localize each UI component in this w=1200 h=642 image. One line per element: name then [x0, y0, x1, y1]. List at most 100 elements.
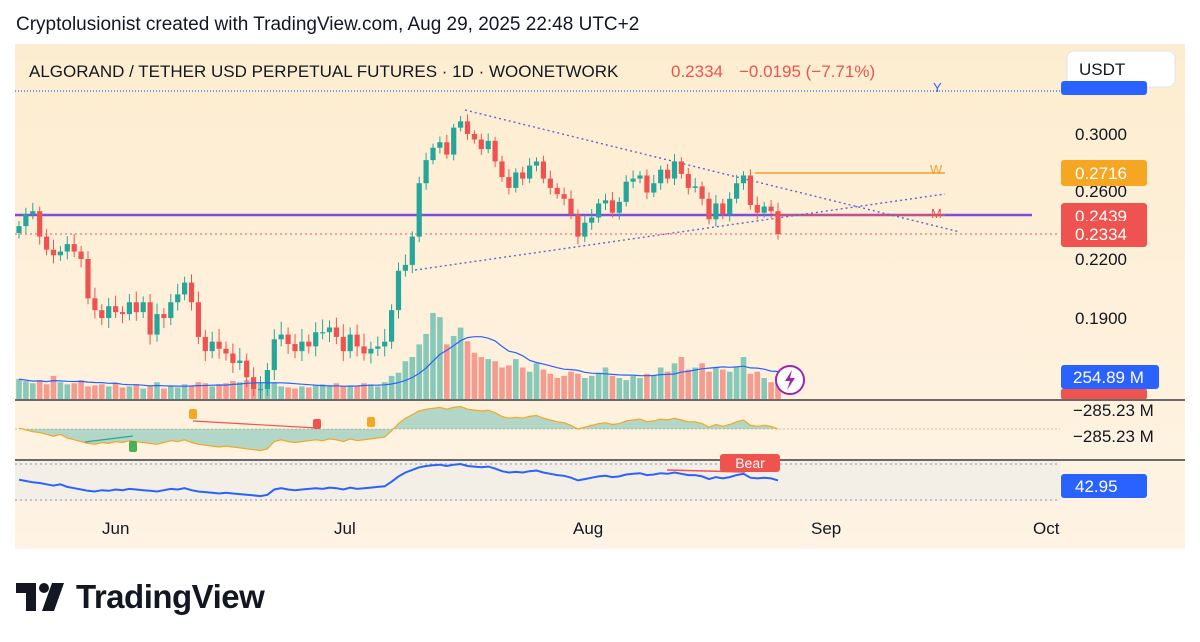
currency-label: USDT	[1079, 60, 1125, 79]
volume-bar	[630, 375, 636, 399]
rsi-badge	[1061, 474, 1147, 498]
volume-bar	[243, 380, 250, 399]
candle-body	[202, 336, 208, 352]
candle-body	[658, 169, 664, 184]
candle-body	[223, 348, 229, 354]
candle-body	[444, 142, 450, 155]
volume-bar	[230, 381, 236, 399]
candle-body	[540, 161, 546, 179]
candle-body	[23, 214, 29, 227]
candle-body	[609, 200, 615, 213]
price-chart[interactable]: ALGORAND / TETHER USD PERPETUAL FUTURES …	[15, 44, 1185, 549]
candle-body	[644, 175, 650, 193]
rsi-pane: Bear	[18, 454, 780, 498]
volume-badge-secondary	[1061, 389, 1147, 399]
volume-bar	[23, 381, 29, 399]
candle-body	[154, 314, 160, 335]
rsi-pane-background	[15, 461, 1060, 501]
yearly-price-badge	[1061, 81, 1147, 95]
volume-bar	[471, 352, 478, 399]
volume-bar	[16, 379, 22, 399]
triangle-lower-trendline	[414, 193, 946, 271]
volume-bar	[478, 357, 485, 399]
candle-body	[395, 270, 402, 311]
candle-body	[320, 332, 326, 334]
volume-bar	[71, 383, 77, 399]
candle-body	[623, 181, 629, 202]
volume-bar	[119, 387, 126, 399]
volume-bar	[92, 385, 98, 399]
volume-bar	[671, 363, 678, 399]
divergence-marker	[189, 409, 197, 419]
volume-bar	[492, 361, 498, 399]
monthly-level-marker: M	[931, 206, 942, 221]
volume-bar	[720, 369, 726, 399]
candle-body	[216, 341, 222, 349]
oscillator-area	[19, 406, 778, 451]
volume-bar	[423, 333, 429, 399]
bear-label-background	[720, 454, 780, 472]
candle-body	[195, 302, 201, 337]
candle-body	[16, 226, 22, 233]
volume-bar	[209, 386, 215, 399]
candle-body	[575, 214, 581, 237]
candle-body	[44, 236, 50, 250]
candle-body	[119, 312, 126, 315]
legend-change: −0.0195 (−7.71%)	[739, 62, 875, 81]
candles	[16, 114, 781, 399]
candle-body	[92, 298, 98, 311]
candle-body	[209, 341, 215, 352]
candle-body	[188, 282, 195, 303]
volume-bar	[195, 382, 202, 399]
candle-body	[768, 206, 774, 212]
candle-body	[651, 183, 657, 193]
volume-bar	[216, 384, 222, 399]
lightning-icon[interactable]	[775, 365, 805, 395]
bear-label: Bear	[735, 455, 765, 471]
legend-price: 0.2334	[671, 62, 723, 81]
volume-bar	[140, 388, 146, 399]
volume-bar	[78, 380, 84, 399]
volume-bar	[347, 385, 353, 399]
candle-body	[602, 200, 609, 204]
volume-bar	[761, 378, 767, 399]
volume-bar	[519, 367, 526, 399]
candle-body	[451, 127, 457, 155]
volume-bar	[657, 367, 664, 399]
candle-body	[340, 336, 346, 352]
volume-bar	[57, 382, 64, 399]
candle-body	[264, 370, 270, 389]
volume-bar	[575, 373, 581, 399]
candle-body	[409, 236, 415, 265]
volume-bar	[644, 373, 650, 399]
volume-bar	[609, 375, 616, 399]
volume-bar	[499, 367, 505, 399]
candle-body	[64, 244, 70, 252]
y-tick-label: 0.2200	[1075, 250, 1127, 269]
candle-body	[706, 198, 712, 220]
candle-body	[671, 161, 678, 179]
candle-body	[699, 186, 705, 199]
volume-bar	[754, 371, 761, 399]
volume-bar	[340, 386, 347, 399]
oscillator-value-label: −285.23 M	[1073, 427, 1154, 446]
candle-body	[727, 198, 733, 215]
candle-body	[520, 172, 526, 179]
volume-bar	[85, 386, 91, 399]
volume-bar	[126, 386, 133, 399]
volume-bar	[540, 369, 547, 399]
candle-body	[375, 346, 381, 349]
candle-body	[416, 183, 422, 237]
volume-bar	[444, 344, 450, 399]
y-tick-label: 0.1900	[1075, 309, 1127, 328]
candle-body	[382, 341, 388, 347]
volume-bar	[354, 386, 360, 399]
candle-body	[471, 134, 477, 140]
candle-body	[168, 302, 174, 318]
candle-body	[354, 334, 360, 347]
candle-body	[313, 332, 319, 347]
candle-body	[547, 178, 553, 188]
oscillator-pane	[18, 405, 779, 452]
chart-area[interactable]: ALGORAND / TETHER USD PERPETUAL FUTURES …	[15, 44, 1185, 549]
pane-separators	[15, 399, 1185, 501]
